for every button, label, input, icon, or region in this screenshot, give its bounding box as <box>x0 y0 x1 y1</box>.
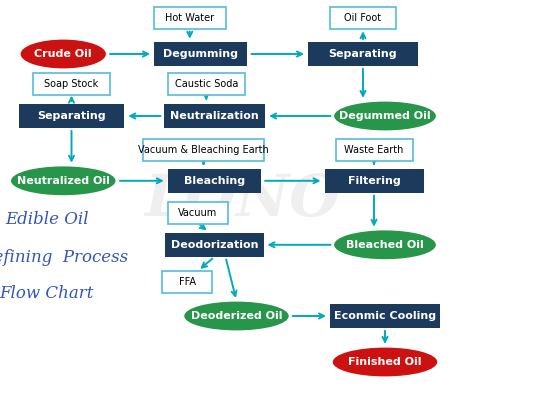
Text: Econmic Cooling: Econmic Cooling <box>334 311 436 321</box>
Text: Soap Stock: Soap Stock <box>45 79 98 89</box>
FancyBboxPatch shape <box>168 73 245 95</box>
FancyBboxPatch shape <box>143 139 264 161</box>
Text: Degummed Oil: Degummed Oil <box>339 111 431 121</box>
Text: Neutralization: Neutralization <box>170 111 259 121</box>
Text: Flow Chart: Flow Chart <box>0 286 94 302</box>
FancyBboxPatch shape <box>324 169 424 193</box>
Text: Bleached Oil: Bleached Oil <box>346 240 424 250</box>
Text: Vacuum & Bleaching Earth: Vacuum & Bleaching Earth <box>138 145 269 155</box>
Ellipse shape <box>184 302 289 330</box>
Text: Crude Oil: Crude Oil <box>35 49 92 59</box>
Text: Bleaching: Bleaching <box>184 176 245 186</box>
Text: Separating: Separating <box>329 49 397 59</box>
Ellipse shape <box>334 102 436 130</box>
Text: FFA: FFA <box>179 277 195 287</box>
Text: Edible Oil: Edible Oil <box>5 212 89 228</box>
FancyBboxPatch shape <box>19 104 124 128</box>
Ellipse shape <box>11 166 116 195</box>
Ellipse shape <box>333 348 437 376</box>
Text: Caustic Soda: Caustic Soda <box>174 79 238 89</box>
FancyBboxPatch shape <box>154 42 248 66</box>
FancyBboxPatch shape <box>165 233 264 257</box>
Text: Filtering: Filtering <box>348 176 400 186</box>
Text: Refining  Process: Refining Process <box>0 250 129 266</box>
Text: Oil Foot: Oil Foot <box>344 13 382 23</box>
Text: Deoderized Oil: Deoderized Oil <box>191 311 282 321</box>
FancyBboxPatch shape <box>336 139 412 161</box>
FancyBboxPatch shape <box>154 7 226 29</box>
FancyBboxPatch shape <box>168 169 261 193</box>
Ellipse shape <box>21 40 106 68</box>
Text: LONO: LONO <box>144 172 340 228</box>
Text: Waste Earth: Waste Earth <box>344 145 404 155</box>
Text: Neutralized Oil: Neutralized Oil <box>17 176 109 186</box>
FancyBboxPatch shape <box>168 202 228 224</box>
Text: Deodorization: Deodorization <box>170 240 258 250</box>
Text: Hot Water: Hot Water <box>165 13 214 23</box>
Ellipse shape <box>334 230 436 259</box>
Text: Separating: Separating <box>37 111 106 121</box>
FancyBboxPatch shape <box>33 73 110 95</box>
Text: Finished Oil: Finished Oil <box>348 357 422 367</box>
FancyBboxPatch shape <box>330 304 440 328</box>
Text: Degumming: Degumming <box>163 49 238 59</box>
FancyBboxPatch shape <box>162 271 212 293</box>
FancyBboxPatch shape <box>308 42 418 66</box>
Text: Vacuum: Vacuum <box>178 208 218 218</box>
FancyBboxPatch shape <box>164 104 265 128</box>
FancyBboxPatch shape <box>330 7 396 29</box>
